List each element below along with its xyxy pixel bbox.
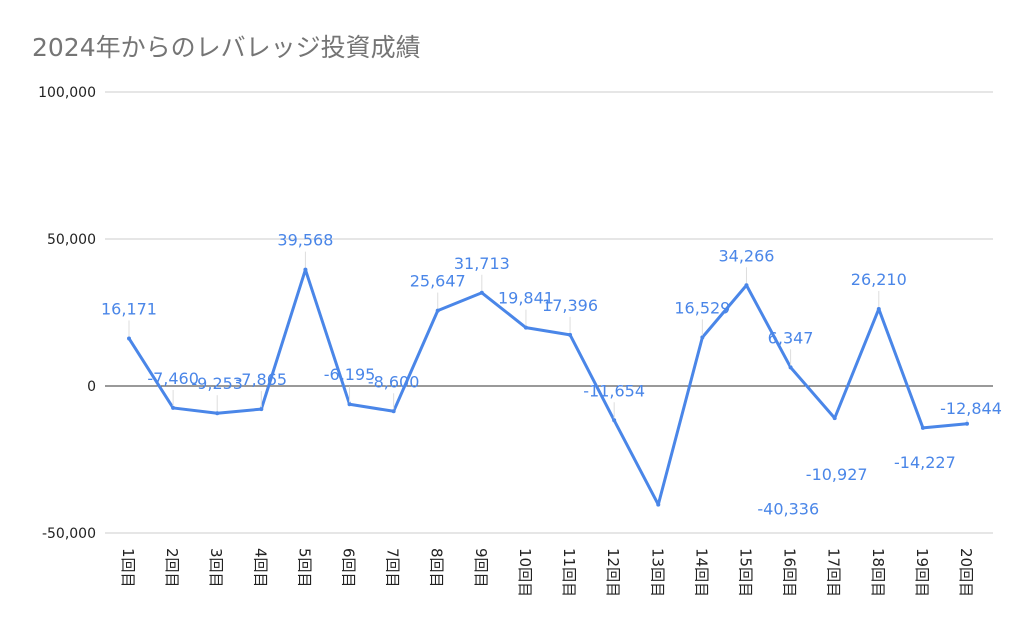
data-point: [568, 332, 573, 337]
x-tick-label: 4回目: [251, 548, 269, 588]
data-label: 34,266: [718, 246, 774, 265]
data-point: [788, 365, 793, 370]
x-tick-label: 6回目: [340, 548, 358, 588]
data-label: -11,654: [583, 381, 645, 400]
x-tick-label: 18回目: [869, 548, 887, 597]
data-point: [656, 502, 661, 507]
data-label: 6,347: [768, 328, 814, 347]
x-tick-label: 7回目: [384, 548, 402, 588]
data-label: -6,195: [324, 365, 376, 384]
x-tick-label: 13回目: [648, 548, 666, 597]
data-label: 16,529: [674, 298, 730, 317]
data-point: [215, 411, 220, 416]
data-label: -10,927: [806, 465, 868, 484]
data-label: -7,865: [236, 370, 288, 389]
data-point: [700, 335, 705, 340]
y-tick-label: 50,000: [47, 232, 96, 248]
x-tick-label: 14回目: [692, 548, 710, 597]
chart-title: 2024年からのレバレッジ投資成績: [32, 33, 421, 62]
x-tick-label: 9回目: [472, 548, 490, 588]
data-point: [744, 283, 749, 288]
data-point: [347, 402, 352, 407]
data-point: [523, 325, 528, 330]
data-point: [435, 308, 440, 313]
y-tick-label: 0: [87, 379, 96, 395]
data-point: [259, 407, 264, 412]
x-tick-label: 11回目: [560, 548, 578, 597]
data-point: [876, 306, 881, 311]
data-point: [965, 421, 969, 426]
data-label: 26,210: [851, 270, 907, 289]
x-tick-label: 19回目: [913, 548, 931, 597]
data-label: -9,253: [191, 374, 243, 393]
data-label: 16,171: [101, 299, 157, 318]
data-point: [612, 418, 617, 423]
data-label: 19,841: [498, 289, 554, 308]
data-label: -8,600: [368, 372, 420, 391]
x-tick-label: 20回目: [957, 548, 975, 597]
x-tick-label: 3回目: [207, 548, 225, 588]
data-label: 17,396: [542, 296, 598, 315]
y-tick-label: -50,000: [42, 526, 96, 542]
x-tick-label: 2回目: [163, 548, 181, 588]
data-point: [171, 405, 176, 410]
x-tick-label: 16回目: [781, 548, 799, 597]
x-tick-label: 15回目: [736, 548, 754, 597]
x-tick-label: 5回目: [295, 548, 313, 588]
series-line: [127, 268, 968, 507]
x-tick-label: 1回目: [119, 548, 137, 588]
data-label: 31,713: [454, 254, 510, 273]
data-label: -40,336: [757, 500, 819, 519]
x-tick-label: 8回目: [428, 548, 446, 588]
data-point: [832, 416, 837, 421]
data-point: [391, 409, 396, 414]
data-label: -7,460: [147, 369, 199, 388]
x-tick-label: 10回目: [516, 548, 534, 597]
x-tick-label: 12回目: [604, 548, 622, 597]
data-point: [127, 336, 131, 341]
data-label: 25,647: [410, 272, 466, 291]
y-tick-label: 100,000: [38, 85, 96, 101]
data-label: -14,227: [894, 453, 956, 472]
data-point: [479, 290, 484, 295]
data-point: [303, 267, 308, 272]
x-tick-label: 17回目: [825, 548, 843, 597]
data-label: 39,568: [277, 231, 333, 250]
data-label: -12,844: [940, 399, 1002, 418]
data-point: [920, 425, 925, 430]
